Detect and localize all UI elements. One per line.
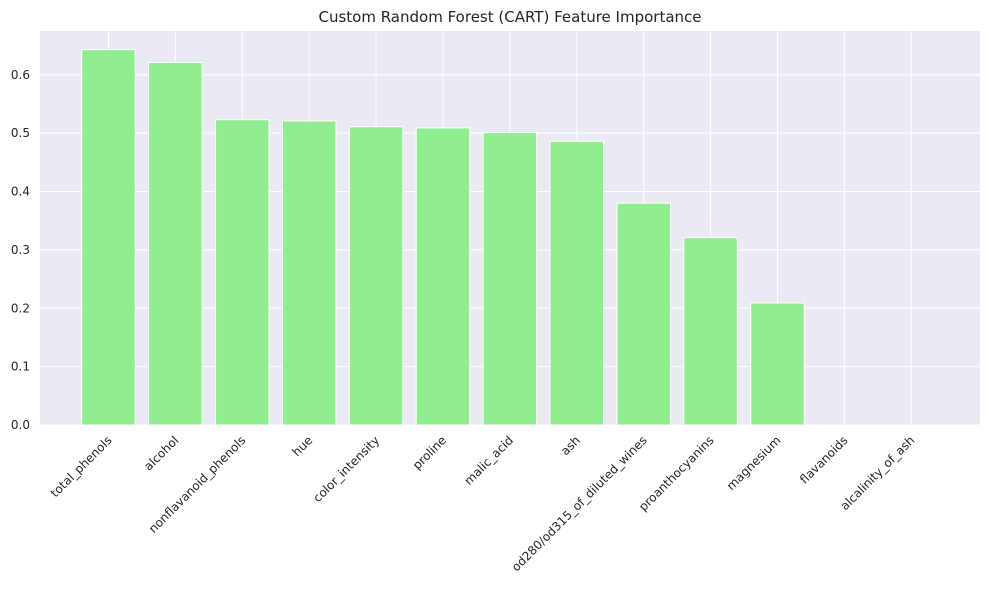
bar-hue [281, 120, 337, 426]
chart-title: Custom Random Forest (CART) Feature Impo… [318, 8, 701, 26]
bar-color-intensity [348, 126, 404, 426]
x-tick-label-hue: hue [289, 433, 315, 459]
x-tick-label-flavanoids: flavanoids [797, 433, 850, 486]
x-tick-label-malic-acid: malic_acid [461, 433, 516, 488]
y-tick-label-0: 0.0 [11, 418, 30, 432]
x-tick-label-proanthocyanins: proanthocyanins [636, 433, 717, 514]
y-tick-label-6: 0.6 [11, 68, 30, 82]
x-tick-label-color-intensity: color_intensity [310, 433, 382, 505]
x-tick-label-alcohol: alcohol [141, 433, 181, 473]
y-tick-label-2: 0.2 [11, 301, 30, 315]
y-axis-ticks: 0.0 0.1 0.2 0.3 0.4 0.5 0.6 [11, 68, 30, 432]
x-tick-label-od280-od315-of-diluted-wines: od280/od315_of_diluted_wines [509, 433, 650, 574]
bars-group [81, 49, 805, 426]
bar-malic-acid [482, 132, 538, 426]
bar-magnesium [750, 302, 805, 426]
x-tick-label-proline: proline [410, 433, 449, 472]
bar-proanthocyanins [683, 237, 738, 426]
bar-alcohol [148, 62, 203, 426]
bar-od280-od315-of-diluted-wines [616, 202, 671, 426]
y-tick-label-5: 0.5 [11, 126, 30, 140]
x-tick-label-magnesium: magnesium [724, 433, 784, 493]
bar-proline [415, 127, 471, 426]
x-tick-label-alcalinity-of-ash: alcalinity_of_ash [838, 433, 918, 513]
y-tick-label-3: 0.3 [11, 243, 30, 257]
y-tick-label-4: 0.4 [11, 185, 30, 199]
x-axis-ticks: total_phenols alcoholnonflavanoid_phenols… [48, 433, 918, 574]
bar-total-phenols [81, 49, 136, 426]
bar-ash [549, 140, 605, 426]
y-tick-label-1: 0.1 [11, 360, 30, 374]
x-tick-label-total-phenols: total_phenols [48, 433, 115, 500]
bar-nonflavanoid-phenols [215, 119, 270, 426]
x-tick-label-ash: ash [558, 433, 583, 458]
